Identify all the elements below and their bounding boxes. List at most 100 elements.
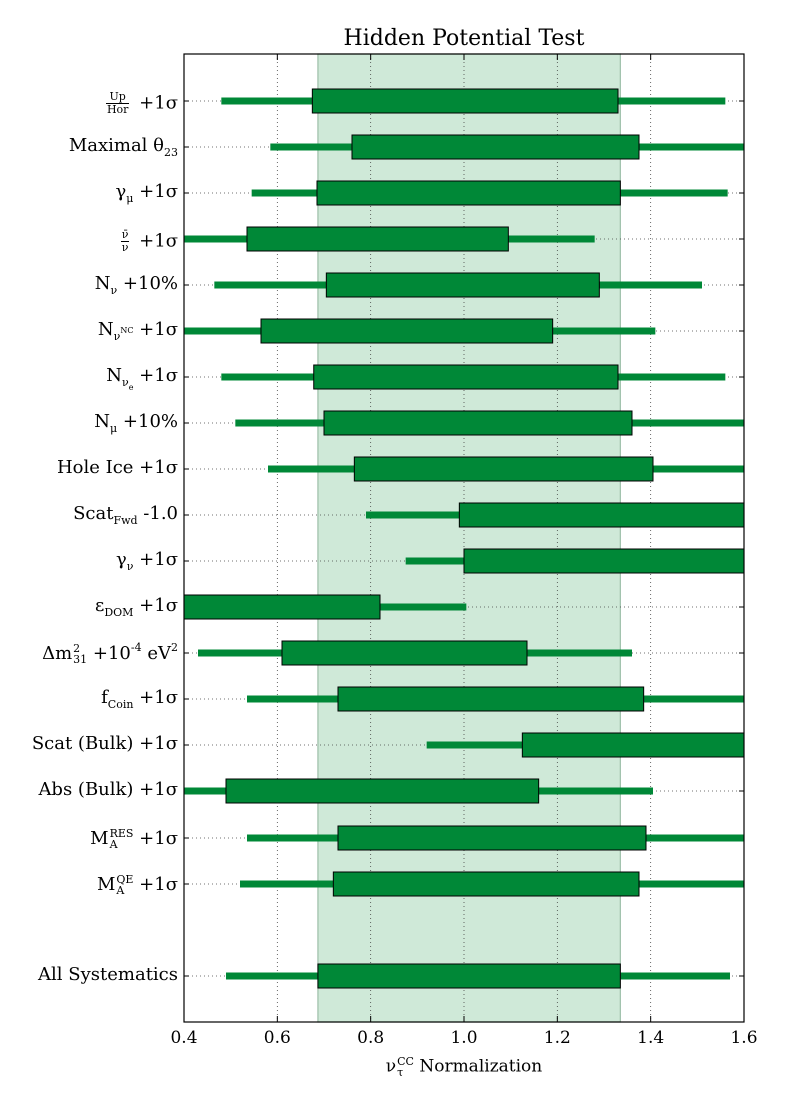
row-label-maximal-theta23: Maximal θ23 xyxy=(68,135,178,159)
label-base: ε xyxy=(95,595,105,616)
x-axis-label: ν CC τ Normalization xyxy=(184,1056,744,1078)
chart-title: Hidden Potential Test xyxy=(343,26,585,51)
fraction-denominator: ν xyxy=(121,241,129,255)
delta-m31-bar xyxy=(281,640,528,666)
label-rest: +1σ xyxy=(139,181,178,202)
label-subscript: ν xyxy=(126,560,134,573)
label-subscript: μ xyxy=(110,422,118,435)
label-superscript: 2 xyxy=(73,642,81,655)
x-tick-label: 1.4 xyxy=(637,1028,665,1048)
label-supsub: 2 31 xyxy=(73,643,87,665)
label-base: Scat (Bulk) +1σ xyxy=(31,733,178,754)
label-rest-superscript: -4 xyxy=(130,641,142,654)
label-subscript: Coin xyxy=(107,698,134,711)
x-tick-label: 0.6 xyxy=(263,1028,291,1048)
row-label-n-nu-e: Nνe +1σ xyxy=(106,365,178,392)
x-tick-label: 1.2 xyxy=(543,1028,571,1048)
row-label-n-mu: Nμ +10% xyxy=(94,413,178,435)
up-hor-bar xyxy=(311,88,619,114)
label-subscript: A xyxy=(109,838,118,851)
row-label-eps-dom: εDOM +1σ xyxy=(95,595,178,619)
row-label-n-nu: Nν +10% xyxy=(94,273,178,297)
eps-dom-bar xyxy=(184,594,381,620)
label-rest: +1σ xyxy=(139,828,178,849)
n-nu-e-bar xyxy=(313,364,619,390)
label-fraction: ν̄ ν xyxy=(120,228,130,255)
label-rest: +1σ xyxy=(139,549,178,570)
label-rest: +10 xyxy=(92,643,131,664)
gamma-mu-bar xyxy=(316,180,621,206)
label-base: Maximal θ xyxy=(68,135,164,156)
label-subscript: 23 xyxy=(164,146,178,159)
label-subscript: Fwd xyxy=(113,514,138,527)
label-base: All Systematics xyxy=(38,964,178,985)
label-subscript: A xyxy=(116,884,125,897)
ma-res-bar xyxy=(337,825,647,851)
row-label-nubar-nu: ν̄ ν +1σ xyxy=(120,228,178,255)
row-label-ma-res: M RES A +1σ xyxy=(90,828,178,850)
abs-bulk-bar xyxy=(225,778,540,804)
label-base: Abs (Bulk) +1σ xyxy=(38,779,178,800)
fraction-numerator: ν̄ xyxy=(120,228,130,243)
n-nu-nc-bar xyxy=(260,318,554,344)
fraction-numerator: Up xyxy=(105,90,130,105)
row-label-scat-bulk: Scat (Bulk) +1σ xyxy=(32,735,178,753)
gamma-nu-bar xyxy=(463,548,744,574)
label-sub-superscript: NC xyxy=(120,326,134,335)
label-superscript: RES xyxy=(109,827,134,840)
x-axis-label-rest: Normalization xyxy=(419,1056,543,1077)
label-base: Hole Ice +1σ xyxy=(56,457,178,478)
label-subscript: 31 xyxy=(73,653,88,666)
row-label-all-systematics: All Systematics xyxy=(38,966,178,984)
label-rest: +1σ xyxy=(139,687,178,708)
n-mu-bar xyxy=(323,410,633,436)
bars-group xyxy=(184,88,744,989)
label-base: N xyxy=(106,365,123,386)
label-subscript: μ xyxy=(126,192,134,205)
label-rest: -1.0 xyxy=(143,503,178,524)
label-base: M xyxy=(90,828,109,849)
label-rest: +1σ xyxy=(139,874,178,895)
label-tail: eV xyxy=(147,643,171,664)
row-label-ma-qe: M QE A +1σ xyxy=(97,874,178,896)
label-fraction: Up Hor xyxy=(105,90,130,117)
reference-band xyxy=(317,53,621,1023)
x-tick-label: 0.4 xyxy=(170,1028,198,1048)
label-rest: +10% xyxy=(122,273,178,294)
label-subscript: ν xyxy=(110,284,118,297)
row-label-up-hor: Up Hor +1σ xyxy=(105,90,178,117)
ma-qe-bar xyxy=(332,871,640,897)
fraction-denominator: Hor xyxy=(106,103,129,117)
label-rest: +1σ xyxy=(139,319,178,340)
x-tick-label: 1.0 xyxy=(450,1028,478,1048)
label-rest: +1σ xyxy=(139,365,178,386)
nubar-nu-bar xyxy=(246,226,509,252)
x-axis-label-base: ν xyxy=(385,1056,397,1077)
row-label-hole-ice: Hole Ice +1σ xyxy=(57,459,178,477)
row-label-gamma-nu: γν +1σ xyxy=(115,549,178,573)
label-superscript: QE xyxy=(116,873,134,886)
scat-fwd-bar xyxy=(458,502,744,528)
label-tail-superscript: 2 xyxy=(171,641,178,654)
label-subscript: ν xyxy=(122,376,129,389)
n-nu-bar xyxy=(325,272,600,298)
label-base: γ xyxy=(115,181,127,202)
x-tick-label: 1.6 xyxy=(730,1028,758,1048)
row-label-f-coin: fCoin +1σ xyxy=(101,687,178,711)
f-coin-bar xyxy=(337,686,645,712)
label-rest: +1σ xyxy=(139,92,178,114)
row-label-scat-fwd: ScatFwd -1.0 xyxy=(73,503,178,527)
label-base: N xyxy=(94,273,111,294)
label-base: f xyxy=(101,687,108,708)
label-base: γ xyxy=(115,549,127,570)
row-label-gamma-mu: γμ +1σ xyxy=(115,181,178,205)
label-supsub: RES A xyxy=(110,828,134,850)
label-sub-subscript: e xyxy=(128,383,134,392)
x-axis-label-sup: CC xyxy=(397,1055,414,1068)
row-label-delta-m31: Δm 2 31 +10-4 eV2 xyxy=(42,641,178,665)
row-label-n-nu-nc: NνNC +1σ xyxy=(97,319,178,343)
label-rest: +1σ xyxy=(139,230,178,252)
scat-bulk-bar xyxy=(521,732,744,758)
row-label-abs-bulk: Abs (Bulk) +1σ xyxy=(38,781,178,799)
label-base: N xyxy=(97,319,114,340)
